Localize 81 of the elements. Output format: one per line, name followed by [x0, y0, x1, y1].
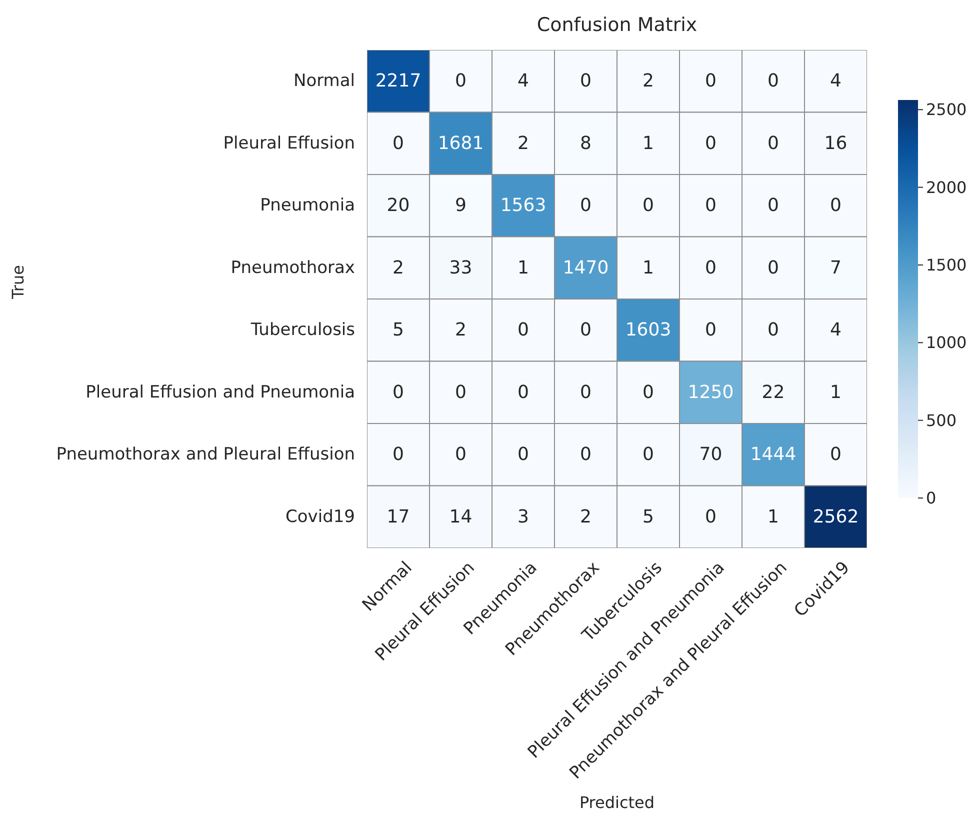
data-label: 14	[449, 506, 472, 528]
x-axis-title: Predicted	[579, 793, 655, 812]
data-label: 0	[392, 382, 404, 403]
data-label: 0	[580, 444, 592, 466]
data-label: 2	[518, 132, 529, 154]
color-bar-label: 1500	[926, 255, 967, 274]
data-label: 0	[642, 195, 654, 216]
data-label: 16	[824, 132, 848, 154]
data-label: 5	[642, 506, 654, 528]
data-label: 0	[392, 132, 404, 154]
y-axis-title: True	[8, 265, 28, 300]
data-label: 2562	[812, 506, 859, 528]
y-tick-label: Pleural Effusion	[223, 133, 355, 154]
data-label: 1	[642, 257, 654, 278]
data-label: 0	[768, 320, 779, 341]
data-label: 0	[580, 320, 592, 341]
data-label: 4	[830, 70, 842, 92]
data-label: 0	[580, 382, 592, 403]
data-label: 20	[386, 195, 410, 216]
data-label: 4	[830, 320, 842, 341]
color-bar-label: 1000	[926, 333, 967, 352]
data-label: 0	[705, 320, 716, 341]
data-label: 0	[705, 132, 716, 154]
data-label: 0	[830, 195, 842, 216]
y-tick-label: Pleural Effusion and Pneumonia	[86, 382, 355, 402]
data-label: 1470	[562, 257, 609, 278]
data-label: 1	[518, 257, 529, 278]
color-bar-label: 0	[926, 488, 936, 508]
color-bar-label: 2000	[926, 178, 967, 197]
data-label: 1250	[688, 382, 734, 403]
data-label: 0	[705, 195, 716, 216]
data-label: 8	[580, 132, 592, 154]
data-label: 0	[705, 257, 716, 278]
data-label: 0	[768, 257, 779, 278]
data-label: 0	[642, 444, 654, 466]
data-label: 1	[768, 506, 779, 528]
data-label: 1	[642, 132, 654, 154]
data-label: 0	[705, 70, 716, 92]
data-label: 5	[392, 320, 404, 341]
data-label: 0	[830, 444, 842, 466]
data-label: 9	[455, 195, 466, 216]
data-label: 2	[392, 257, 404, 278]
chart-title: Confusion Matrix	[536, 14, 698, 36]
data-label: 33	[449, 257, 472, 278]
data-label: 0	[768, 132, 779, 154]
data-label: 1563	[500, 195, 546, 216]
data-label: 2	[642, 70, 654, 92]
data-label: 1681	[438, 132, 484, 154]
data-label: 0	[705, 506, 716, 528]
data-label: 0	[455, 382, 466, 403]
data-label: 0	[642, 382, 654, 403]
y-tick-label: Pneumothorax and Pleural Effusion	[56, 444, 355, 465]
data-label: 0	[392, 444, 404, 466]
data-label: 1	[830, 382, 842, 403]
color-bar-label: 500	[926, 410, 957, 430]
data-label: 4	[518, 70, 529, 92]
y-tick-label: Covid19	[286, 506, 355, 527]
y-tick-label: Normal	[293, 71, 355, 92]
y-tick-label: Pneumothorax	[230, 258, 355, 278]
data-label: 0	[518, 444, 529, 466]
data-label: 0	[580, 195, 592, 216]
data-label: 1603	[625, 320, 672, 341]
data-label: 2	[455, 320, 466, 341]
data-label: 0	[518, 320, 529, 341]
data-label: 1444	[750, 444, 796, 466]
data-label: 17	[386, 506, 410, 528]
color-bar-label: 2500	[926, 100, 967, 120]
data-label: 22	[762, 382, 785, 403]
data-label: 2	[580, 506, 592, 528]
data-label: 2217	[375, 70, 422, 92]
data-label: 0	[455, 70, 466, 92]
data-label: 0	[768, 195, 779, 216]
data-label: 0	[518, 382, 529, 403]
y-tick-label: Pneumonia	[260, 196, 355, 216]
data-label: 70	[699, 444, 722, 466]
data-label: 7	[830, 257, 842, 278]
data-label: 0	[455, 444, 466, 466]
data-label: 0	[768, 70, 779, 92]
data-label: 0	[580, 70, 592, 92]
y-tick-label: Tuberculosis	[250, 320, 356, 340]
data-label: 3	[518, 506, 529, 528]
